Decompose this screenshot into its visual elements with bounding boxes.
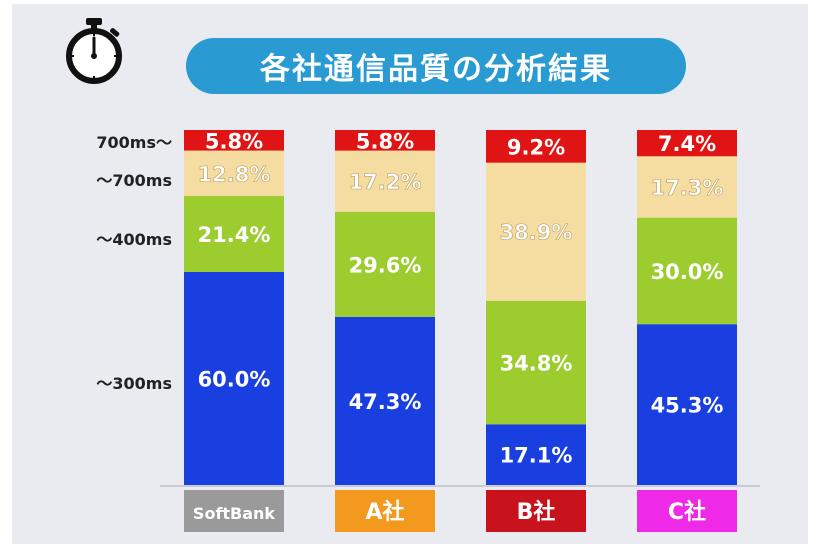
- y-tier-label: 〜300ms: [96, 374, 172, 393]
- data-label: 5.8%: [205, 129, 263, 153]
- data-label: 21.4%: [198, 223, 271, 247]
- category-label: SoftBank: [193, 504, 276, 523]
- bar-segment-SoftBank-3: [184, 130, 284, 151]
- data-label: 17.3%: [651, 176, 724, 200]
- data-label: 17.2%: [349, 170, 422, 194]
- data-label: 29.6%: [349, 253, 422, 277]
- bar-segment-SoftBank-0: [184, 272, 284, 485]
- data-label: 30.0%: [651, 260, 724, 284]
- category-label: A社: [365, 499, 404, 525]
- bar-segment-C-2: [637, 156, 737, 218]
- bar-segment-B-0: [486, 424, 586, 485]
- category-box-A: [335, 490, 435, 532]
- bar-segment-B-2: [486, 162, 586, 301]
- data-label: 9.2%: [507, 135, 565, 159]
- data-label: 47.3%: [349, 390, 422, 414]
- bar-segment-SoftBank-1: [184, 196, 284, 272]
- category-box-C: [637, 490, 737, 532]
- bar-segment-SoftBank-2: [184, 150, 284, 197]
- bar-segment-B-1: [486, 300, 586, 425]
- stopwatch-icon: [62, 16, 126, 90]
- data-label: 34.8%: [500, 352, 573, 376]
- y-tier-label: 〜400ms: [96, 230, 172, 249]
- bar-segment-C-0: [637, 324, 737, 485]
- bar-segment-B-3: [486, 130, 586, 163]
- data-label: 45.3%: [651, 394, 724, 418]
- data-label: 7.4%: [658, 132, 716, 156]
- data-label: 60.0%: [198, 368, 271, 392]
- bar-segment-C-3: [637, 130, 737, 157]
- bar-segment-A-0: [335, 316, 435, 485]
- category-box-SoftBank: [184, 490, 284, 532]
- category-label: C社: [668, 499, 706, 525]
- bar-segment-C-1: [637, 217, 737, 325]
- chart-title: 各社通信品質の分析結果: [186, 38, 686, 94]
- y-tier-label: 〜700ms: [96, 171, 172, 190]
- data-label: 12.8%: [198, 162, 271, 186]
- data-label: 17.1%: [500, 444, 573, 468]
- category-box-B: [486, 490, 586, 532]
- bar-segment-A-2: [335, 150, 435, 212]
- data-label: 5.8%: [356, 129, 414, 153]
- y-tier-label: 700ms〜: [96, 133, 172, 152]
- data-label: 38.9%: [500, 221, 573, 245]
- bar-segment-A-1: [335, 211, 435, 317]
- bar-segment-A-3: [335, 130, 435, 151]
- category-label: B社: [517, 499, 556, 525]
